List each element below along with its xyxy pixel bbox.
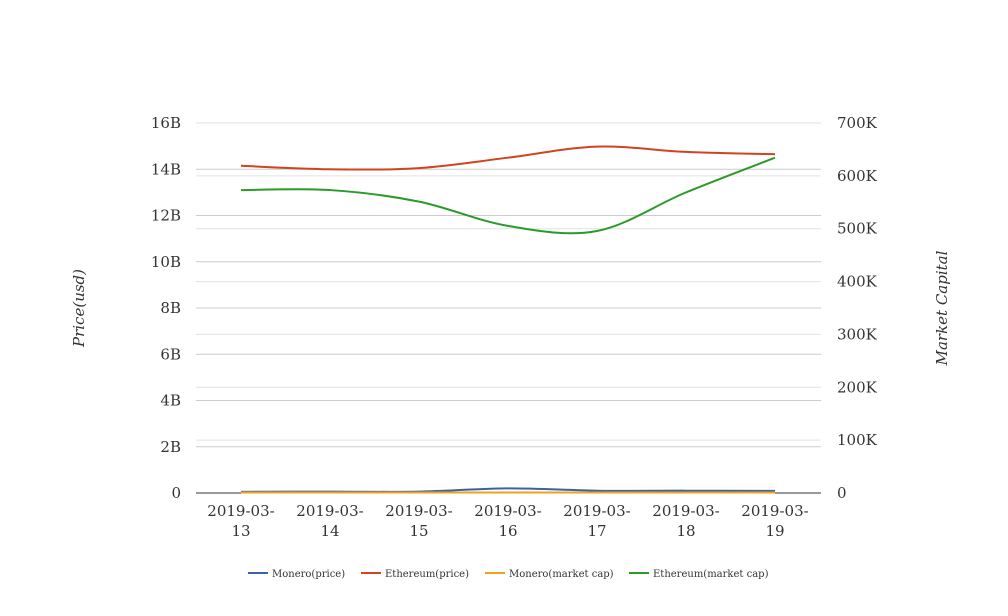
legend-label: Ethereum(price): [385, 569, 469, 580]
legend-item: Monero(market cap): [485, 569, 614, 580]
left-y-tick-label: 2B: [160, 438, 181, 456]
x-tick-label: 13: [231, 522, 250, 540]
series-lines: [240, 145, 776, 494]
left-y-tick-label: 10B: [151, 253, 181, 271]
x-tick-label: 2019-03-: [474, 502, 541, 520]
left-y-axis-title: Price(usd): [70, 269, 88, 348]
legend-item: Ethereum(price): [361, 569, 469, 580]
right-y-tick-label: 300K: [837, 325, 878, 343]
right-y-tick-label: 200K: [837, 378, 878, 396]
left-y-tick-label: 14B: [151, 160, 181, 178]
left-y-tick-label: 4B: [160, 392, 181, 410]
legend-label: Monero(price): [272, 569, 345, 580]
legend-item: Ethereum(market cap): [629, 569, 769, 580]
x-tick-label: 2019-03-: [207, 502, 274, 520]
right-y-tick-label: 0: [837, 484, 847, 502]
left-y-tick-label: 8B: [160, 299, 181, 317]
left-y-tick-label: 16B: [151, 114, 181, 132]
right-y-tick-labels: 0 100K 200K 300K 400K 500K 600K 700K: [837, 114, 878, 502]
right-y-tick-label: 500K: [837, 220, 878, 238]
x-tick-label: 2019-03-: [296, 502, 363, 520]
x-tick-label: 17: [587, 522, 606, 540]
x-tick-label: 18: [676, 522, 695, 540]
x-tick-labels: 2019-03- 13 2019-03- 14 2019-03- 15 2019-03- 16…: [207, 502, 808, 540]
x-tick-label: 16: [498, 522, 517, 540]
x-tick-label: 2019-03-: [563, 502, 630, 520]
series-line-ethereum-market-cap: [240, 156, 776, 235]
left-y-tick-labels: 0 2B 4B 6B 8B 10B 12B 14B 16B: [151, 114, 181, 502]
x-tick-label: 2019-03-: [741, 502, 808, 520]
left-y-tick-label: 0: [171, 484, 181, 502]
series-line-monero-price: [240, 487, 776, 493]
right-y-tick-label: 400K: [837, 273, 878, 291]
right-y-tick-label: 600K: [837, 167, 878, 185]
legend-item: Monero(price): [248, 569, 345, 580]
left-y-tick-label: 6B: [160, 345, 181, 363]
right-y-axis-title: Market Capital: [933, 250, 951, 366]
right-y-tick-label: 100K: [837, 431, 878, 449]
legend-label: Ethereum(market cap): [653, 569, 769, 580]
series-line-ethereum-price: [240, 145, 776, 171]
x-tick-label: 2019-03-: [385, 502, 452, 520]
x-tick-label: 14: [320, 522, 339, 540]
legend: Monero(price) Ethereum(price) Monero(marke…: [248, 569, 769, 580]
right-y-tick-label: 700K: [837, 114, 878, 132]
grid-lines: [196, 122, 821, 448]
legend-label: Monero(market cap): [509, 569, 614, 580]
x-tick-label: 15: [409, 522, 428, 540]
x-tick-label: 2019-03-: [652, 502, 719, 520]
left-y-tick-label: 12B: [151, 207, 181, 225]
x-tick-label: 19: [765, 522, 784, 540]
